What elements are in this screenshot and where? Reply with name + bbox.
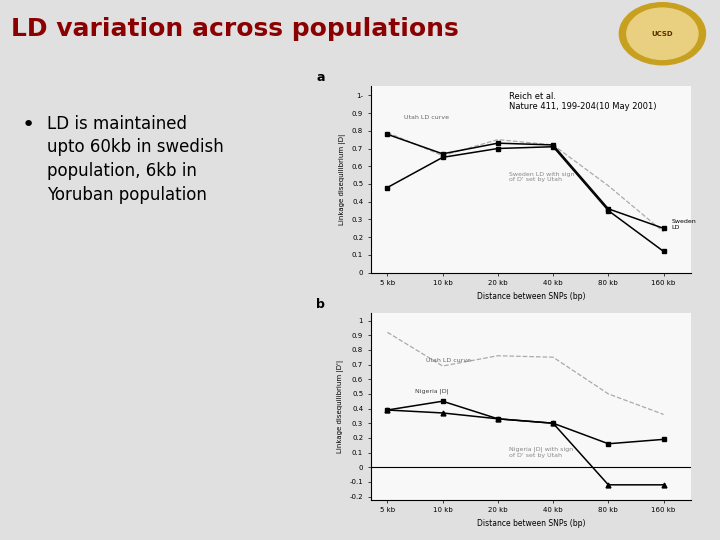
- Text: Sweden LD with sign
of D' set by Utah: Sweden LD with sign of D' set by Utah: [509, 172, 575, 183]
- Text: Utah LD curve: Utah LD curve: [404, 115, 449, 120]
- Text: Utah LD curve: Utah LD curve: [426, 358, 471, 363]
- Text: Nigeria |D|: Nigeria |D|: [415, 388, 449, 394]
- Text: Reich et al.
Nature 411, 199-204(10 May 2001): Reich et al. Nature 411, 199-204(10 May …: [509, 92, 657, 111]
- Text: UCSD: UCSD: [652, 31, 673, 37]
- Text: LD is maintained
upto 60kb in swedish
population, 6kb in
Yoruban population: LD is maintained upto 60kb in swedish po…: [47, 115, 223, 204]
- Circle shape: [619, 3, 706, 65]
- X-axis label: Distance between SNPs (bp): Distance between SNPs (bp): [477, 519, 585, 528]
- Text: •: •: [22, 115, 35, 135]
- X-axis label: Distance between SNPs (bp): Distance between SNPs (bp): [477, 292, 585, 301]
- Circle shape: [627, 8, 698, 59]
- Y-axis label: Linkage disequilibrium |D'|: Linkage disequilibrium |D'|: [337, 360, 344, 453]
- Y-axis label: Linkage disequilibrium |D|: Linkage disequilibrium |D|: [339, 134, 346, 225]
- Text: Sweden
LD: Sweden LD: [672, 219, 697, 230]
- Text: LD variation across populations: LD variation across populations: [11, 17, 459, 41]
- Text: b: b: [316, 298, 325, 311]
- Text: Nigeria |D| with sign
of D' set by Utah: Nigeria |D| with sign of D' set by Utah: [509, 447, 573, 458]
- Text: a: a: [316, 71, 325, 84]
